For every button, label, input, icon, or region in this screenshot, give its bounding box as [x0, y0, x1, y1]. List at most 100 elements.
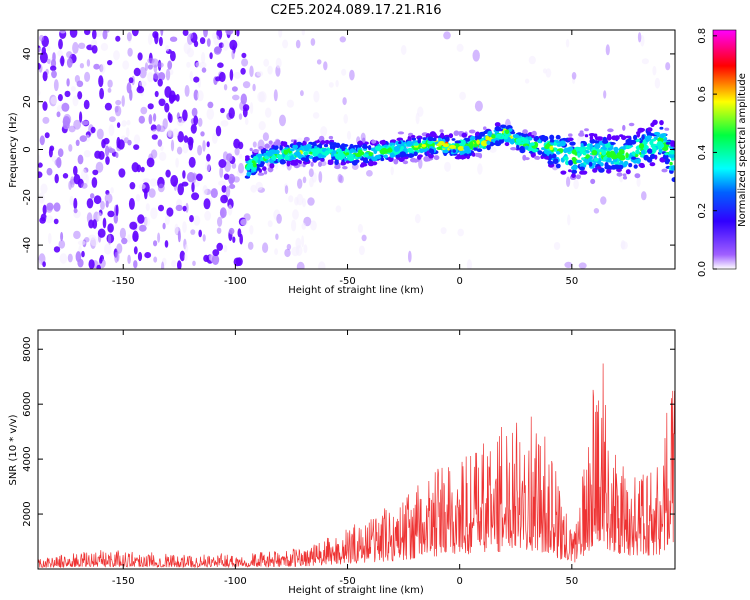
spectrogram-cell	[603, 90, 607, 99]
spectrogram-cell	[206, 141, 210, 148]
spectrogram-signal-cell	[551, 153, 557, 159]
spectrogram-cell	[220, 209, 225, 219]
spectrogram-cell	[107, 60, 113, 66]
colorbar-tick-label: 0.0	[697, 261, 708, 277]
spectrogram-signal-cell	[271, 155, 277, 161]
x-tick-label: -50	[339, 576, 355, 587]
spectrogram-cell	[39, 135, 45, 146]
spectrogram-cell	[147, 33, 153, 46]
spectrogram-cell	[144, 252, 152, 259]
spectrogram-signal-cell	[406, 140, 413, 147]
spectrogram-cell	[489, 146, 497, 153]
spectrogram-signal-cell	[291, 162, 299, 166]
spectrogram-cell	[157, 232, 161, 243]
spectrogram-cell	[84, 71, 91, 82]
spectrogram-cell	[115, 99, 122, 106]
spectrogram-cell	[121, 237, 128, 245]
spectrogram-cell	[40, 183, 48, 194]
spectrogram-cell	[92, 219, 98, 229]
spectrogram-cell	[237, 228, 242, 238]
spectrogram-cell	[98, 75, 104, 88]
spectrogram-signal-cell	[639, 164, 645, 169]
spectrogram-signal-cell	[638, 143, 645, 149]
spectrogram-cell	[190, 123, 197, 134]
x-tick-label: 0	[456, 576, 462, 587]
spectrogram-cell	[252, 83, 256, 92]
spectrogram-cell	[138, 224, 147, 232]
spectrogram-cell	[262, 242, 269, 253]
spectrogram-signal-cell	[330, 153, 335, 157]
spectrogram-signal-cell	[353, 144, 359, 148]
spectrogram-cell	[132, 230, 139, 242]
spectrogram-signal-cell	[461, 132, 468, 138]
spectrogram-signal-cell	[389, 139, 397, 144]
x-tick-label: 50	[565, 576, 578, 587]
spectrogram-cell	[48, 146, 53, 158]
spectrogram-signal-cell	[648, 133, 655, 136]
spectrogram-cell	[408, 250, 412, 263]
spectrogram-signal-cell	[657, 145, 662, 150]
spectrogram-signal-cell	[644, 136, 652, 142]
spectrogram-signal-cell	[611, 135, 618, 141]
spectrogram-cell	[241, 58, 249, 67]
spectrogram-signal-cell	[635, 149, 640, 155]
x-tick-label: 0	[456, 276, 462, 287]
spectrogram-cell	[302, 198, 306, 208]
spectrogram-cell	[68, 125, 76, 133]
spectrogram-cell	[126, 31, 132, 42]
snr-line	[38, 363, 675, 569]
spectrogram-signal-cell	[539, 134, 547, 141]
spectrogram-signal-cell	[362, 157, 368, 163]
spectrogram-cell	[42, 261, 46, 268]
spectrogram-cell	[79, 135, 88, 143]
spectrogram-cell	[267, 220, 273, 228]
snr-y-ticks: 2000 4000 6000 8000	[22, 337, 675, 527]
spectrogram-signal-cell	[255, 153, 263, 158]
spectrogram-signal-cell	[519, 148, 526, 154]
spectrogram-cell	[38, 62, 41, 70]
spectrogram-signal-cell	[468, 144, 472, 148]
spectrogram-signal-cell	[561, 137, 567, 141]
spectrogram-cell	[223, 173, 230, 180]
spectrogram-signal-cell	[335, 142, 341, 148]
spectrogram-cell	[50, 65, 57, 71]
spectrogram-cell	[318, 261, 326, 269]
spectrogram-signal-cell	[362, 153, 369, 158]
spectrogram-signal-cell	[395, 141, 400, 145]
spectrogram-cell	[103, 137, 110, 145]
spectrogram-cell	[390, 166, 394, 176]
spectrogram-signal-cell	[436, 146, 443, 150]
spectrogram-signal-cell	[259, 161, 264, 167]
spectrogram-signal-cell	[610, 160, 615, 165]
x-tick-label: -50	[339, 276, 355, 287]
spectrogram-cell	[138, 115, 145, 124]
spectrogram-cell	[53, 79, 59, 92]
spectrogram-cell	[138, 183, 146, 190]
spectrogram-signal-cell	[607, 128, 614, 133]
x-tick-label: -150	[112, 576, 135, 587]
spectrogram-signal-cell	[628, 122, 635, 127]
spectrogram-cell	[233, 71, 241, 79]
spectrogram-cell	[213, 35, 220, 46]
spectrogram-cell	[83, 150, 91, 158]
spectrogram-cell	[175, 94, 180, 102]
spectrogram-cell	[232, 94, 240, 101]
spectrogram-signal-cell	[606, 135, 612, 141]
spectrogram-cell	[417, 106, 424, 117]
spectrogram-cell	[73, 174, 81, 185]
spectrogram-signal-cell	[395, 154, 401, 158]
spectrogram-cell	[175, 204, 183, 212]
spectrogram-cell	[119, 227, 126, 240]
spectrogram-cell	[170, 139, 175, 152]
spectrogram-cell	[115, 35, 121, 42]
spectrogram-cell	[99, 257, 103, 264]
spectrogram-cell	[236, 30, 240, 37]
spectrogram-cell	[206, 108, 215, 120]
spectrogram-signal-cell	[349, 143, 354, 149]
spectrogram-cell	[240, 218, 249, 226]
spectrogram-cell	[122, 60, 130, 70]
spectrogram-signal-cell	[381, 147, 388, 154]
spectrogram-signal-cell	[568, 159, 573, 166]
spectrogram-cell	[284, 185, 289, 195]
spectrogram-cell	[189, 71, 193, 82]
